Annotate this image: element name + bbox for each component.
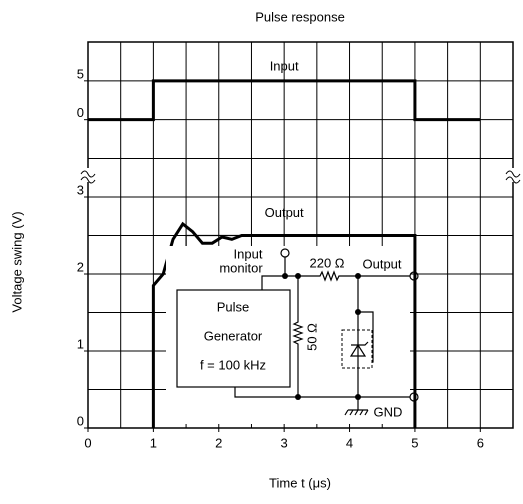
chart-title: Pulse response (255, 9, 345, 24)
terminal (409, 392, 419, 402)
plot-frame (87, 41, 514, 429)
y-tick-label: 1 (77, 336, 84, 351)
y2-tick-label: 0 (77, 105, 84, 120)
x-tick-label: 3 (281, 435, 288, 450)
label: 220 Ω (309, 255, 344, 270)
x-tick-label: 1 (150, 435, 157, 450)
x-tick-label: 6 (477, 435, 484, 450)
y-tick-label: 3 (77, 182, 84, 197)
y-axis-label: Voltage swing (V) (9, 211, 24, 312)
x-axis-label: Time t (μs) (269, 475, 331, 490)
axis-break (80, 170, 96, 184)
series-label: Output (265, 205, 304, 220)
y-tick-label: 2 (77, 259, 84, 274)
x-tick-label: 5 (411, 435, 418, 450)
diode (349, 330, 369, 368)
label: GND (374, 404, 403, 419)
label: 50 Ω (304, 323, 319, 351)
label: Output (362, 256, 401, 271)
x-tick-label: 0 (84, 435, 91, 450)
label: f = 100 kHz (200, 357, 266, 372)
axis-break (505, 170, 521, 184)
terminal (280, 248, 290, 258)
terminal (409, 271, 419, 281)
label: Input (234, 246, 263, 261)
label: Pulse (217, 299, 250, 314)
circuit: Pulse Generator f = 100 kHz Input monito… (166, 246, 419, 424)
diode-box (341, 329, 373, 369)
x-tick-label: 2 (215, 435, 222, 450)
label: monitor (219, 260, 263, 275)
generator-box (176, 289, 291, 388)
series-line (88, 79, 481, 122)
series-label: Input (270, 58, 299, 73)
label: Generator (204, 328, 263, 343)
ground-symbol (344, 409, 369, 416)
y-tick-label: 0 (77, 413, 84, 428)
y2-tick-label: 5 (77, 66, 84, 81)
x-tick-label: 4 (346, 435, 353, 450)
